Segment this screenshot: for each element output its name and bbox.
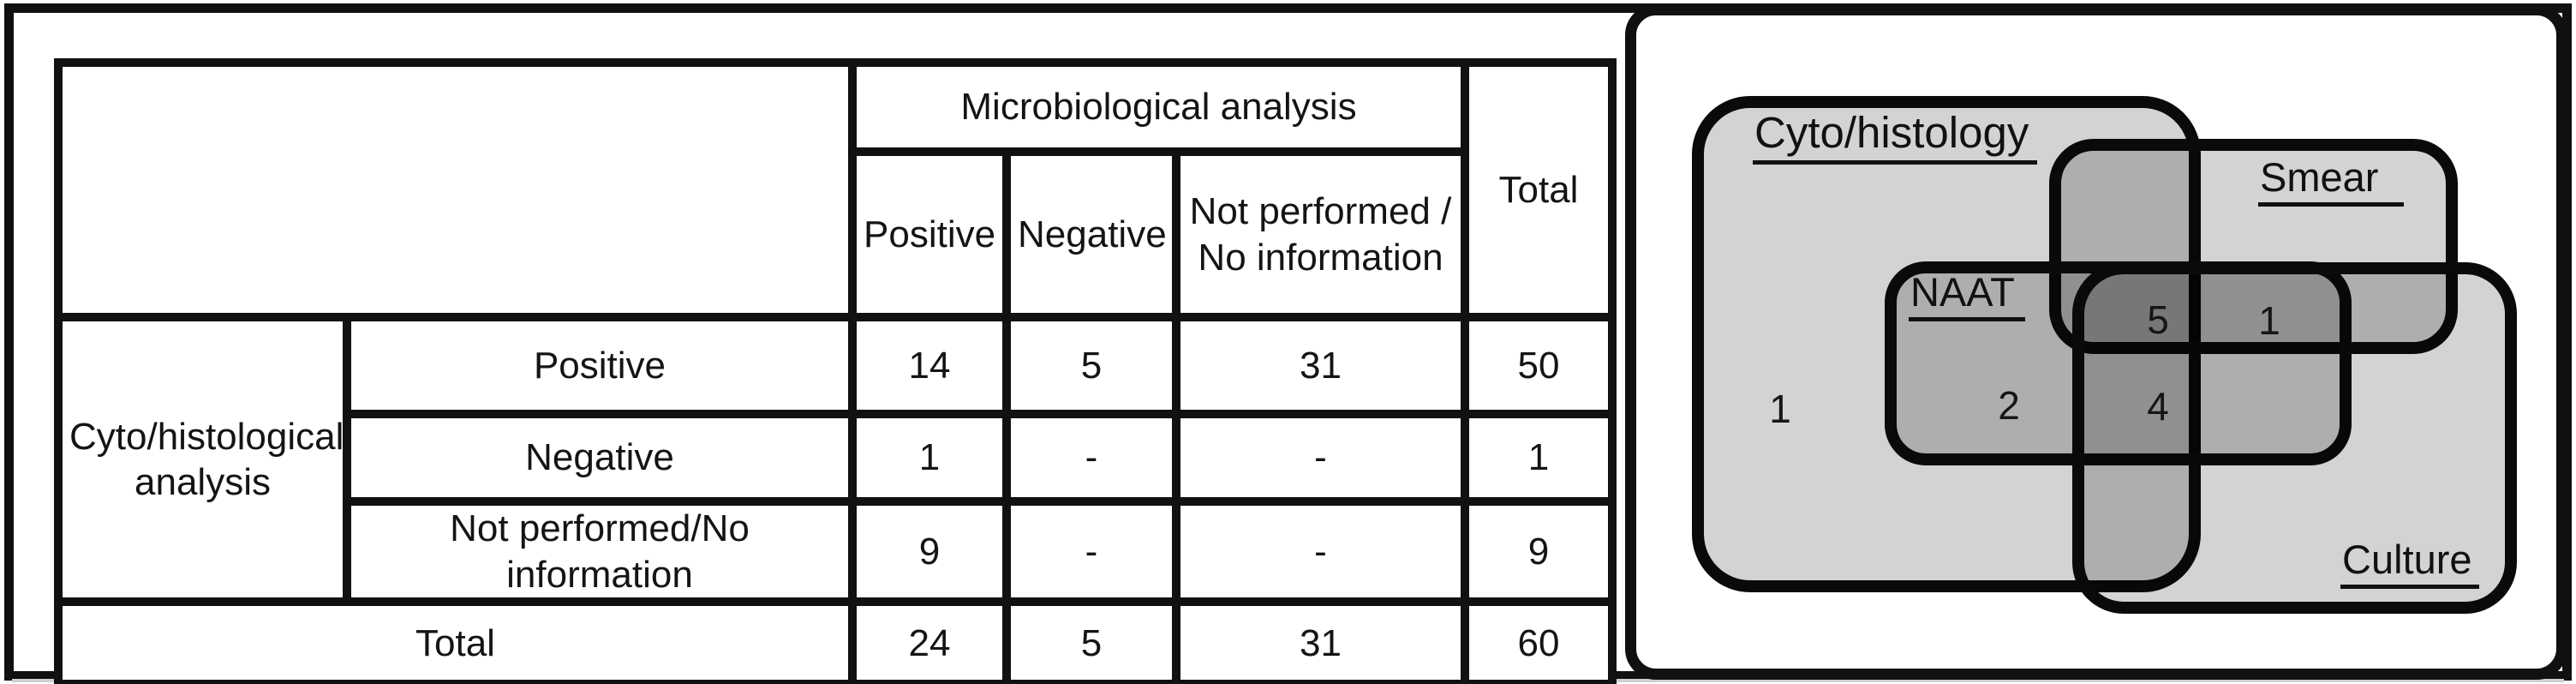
cell-value: 9 bbox=[848, 496, 1011, 607]
venn-set-culture bbox=[2072, 262, 2517, 614]
cell-value: - bbox=[1172, 496, 1469, 607]
cell-value: - bbox=[1002, 496, 1180, 607]
cell-value: 50 bbox=[1461, 313, 1617, 418]
cell-value: 1 bbox=[848, 410, 1011, 506]
column-header-not-performed: Not performed / No information bbox=[1172, 147, 1469, 321]
cell-value: 24 bbox=[848, 597, 1011, 684]
cell-value: 31 bbox=[1172, 313, 1469, 418]
cell-value: - bbox=[1002, 410, 1180, 506]
cell-value: 5 bbox=[1002, 313, 1180, 418]
cell-value: 60 bbox=[1461, 597, 1617, 684]
column-header-positive: Positive bbox=[848, 147, 1011, 321]
cell-value: 9 bbox=[1461, 496, 1617, 607]
cell-value: - bbox=[1172, 410, 1469, 506]
venn-label-cyto-histology: Cyto/histology bbox=[1753, 110, 2038, 165]
cell-value: 31 bbox=[1172, 597, 1469, 684]
venn-label-naat: NAAT bbox=[1909, 271, 2025, 322]
venn-count-cyto-only: 1 bbox=[1769, 387, 1791, 431]
total-column-header: Total bbox=[1461, 58, 1617, 321]
column-header-negative: Negative bbox=[1002, 147, 1180, 321]
row-label: Negative bbox=[343, 410, 857, 506]
venn-label-culture: Culture bbox=[2340, 538, 2479, 590]
crosstab-table: Microbiological analysis Total Positive … bbox=[54, 58, 1617, 684]
row-label: Not performed/No information bbox=[343, 496, 857, 607]
corner-blank-cell bbox=[54, 58, 857, 321]
table-row: Cyto/histological analysis Positive 14 5… bbox=[54, 312, 1617, 607]
venn-count-cyto-naat: 2 bbox=[1998, 383, 2020, 428]
cell-value: 1 bbox=[1461, 410, 1617, 506]
table-row: Negative 1 - - 1 bbox=[58, 410, 1617, 506]
table-row: Microbiological analysis Total bbox=[54, 58, 1617, 321]
row-group-header: Cyto/histological analysis bbox=[54, 312, 351, 607]
table-row: Not performed/No information 9 - - 9 bbox=[58, 496, 1617, 607]
venn-set-smear bbox=[2049, 139, 2458, 354]
table-row: Positive Negative Not performed / No inf… bbox=[58, 147, 1612, 321]
table-total-row: Total 24 5 31 60 bbox=[54, 597, 1617, 684]
venn-count-smear-naat-culture: 1 bbox=[2258, 298, 2280, 343]
cell-value: 5 bbox=[1002, 597, 1180, 684]
cell-value: 14 bbox=[848, 313, 1011, 418]
total-row-label: Total bbox=[54, 597, 857, 684]
venn-count-all-four: 5 bbox=[2147, 297, 2169, 342]
column-group-header: Microbiological analysis bbox=[848, 58, 1469, 156]
venn-label-smear: Smear bbox=[2258, 156, 2405, 207]
row-label: Positive bbox=[343, 313, 857, 418]
venn-count-cyto-naat-culture: 4 bbox=[2147, 384, 2169, 429]
